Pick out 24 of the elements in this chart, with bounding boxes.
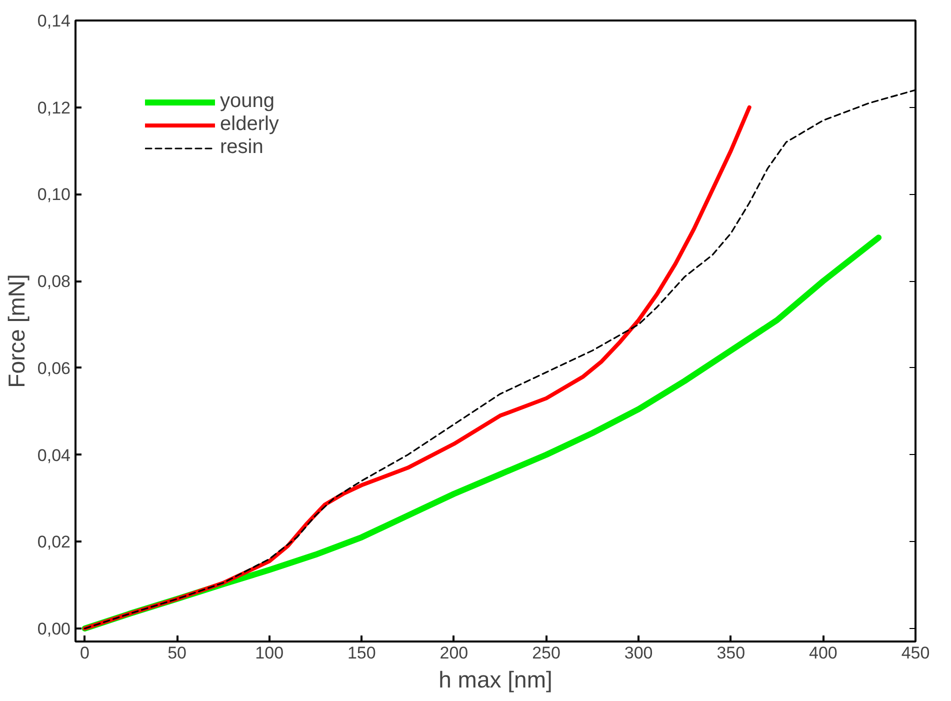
y-tick-label: 0,00	[37, 619, 71, 638]
x-tick-label: 50	[168, 644, 187, 662]
x-tick-label: 200	[440, 644, 468, 662]
y-tick-label: 0,02	[37, 532, 71, 552]
x-tick-label: 150	[347, 644, 376, 662]
x-tick-label: 100	[255, 644, 284, 662]
legend-label: young	[220, 90, 274, 113]
y-tick-label: 0,08	[37, 272, 71, 292]
legend-label: elderly	[220, 113, 279, 136]
y-tick-label: 0,10	[37, 185, 71, 204]
x-axis-title: h max [nm]	[438, 666, 552, 692]
x-tick-label: 450	[901, 644, 930, 662]
y-tick-label: 0,06	[37, 358, 71, 378]
y-axis-title: Force [mN]	[3, 274, 30, 388]
x-tick-label: 350	[716, 644, 746, 662]
y-tick-label: 0,04	[37, 446, 71, 465]
y-tick-label: 0,12	[37, 98, 71, 118]
line-series	[84, 89, 916, 630]
x-tick-label: 300	[624, 644, 653, 662]
x-tick-label: 250	[532, 644, 560, 662]
x-tick-label: 0	[80, 644, 90, 662]
legend-label: resin	[220, 136, 264, 159]
x-tick-label: 400	[809, 644, 838, 662]
y-tick-label: 0,14	[37, 12, 71, 30]
